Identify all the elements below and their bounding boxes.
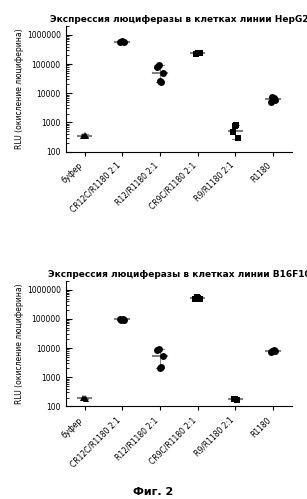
Y-axis label: RLU (окисление люциферина): RLU (окисление люциферина) xyxy=(15,28,24,149)
Title: Экспрессия люциферазы в клетках линии HepG2: Экспрессия люциферазы в клетках линии He… xyxy=(49,15,307,24)
Title: Экспрессия люциферазы в клетках линии B16F10: Экспрессия люциферазы в клетках линии B1… xyxy=(48,270,307,279)
Y-axis label: RLU (окисление люциферина): RLU (окисление люциферина) xyxy=(15,283,24,404)
Text: Фиг. 2: Фиг. 2 xyxy=(133,487,174,497)
